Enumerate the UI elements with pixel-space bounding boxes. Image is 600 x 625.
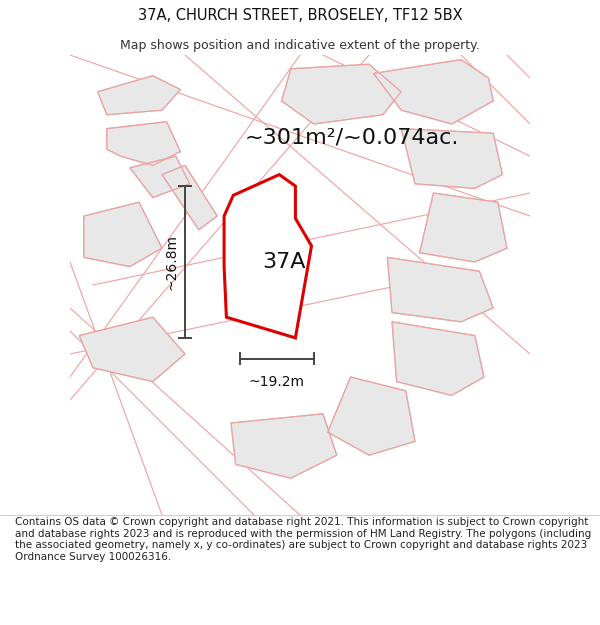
Polygon shape xyxy=(328,377,415,455)
Text: ~26.8m: ~26.8m xyxy=(164,234,178,290)
Polygon shape xyxy=(281,64,401,124)
Text: 37A, CHURCH STREET, BROSELEY, TF12 5BX: 37A, CHURCH STREET, BROSELEY, TF12 5BX xyxy=(137,8,463,23)
Text: Contains OS data © Crown copyright and database right 2021. This information is : Contains OS data © Crown copyright and d… xyxy=(15,518,591,562)
Polygon shape xyxy=(98,76,181,115)
Polygon shape xyxy=(231,414,337,478)
Polygon shape xyxy=(162,166,217,230)
Polygon shape xyxy=(245,179,291,258)
Text: Map shows position and indicative extent of the property.: Map shows position and indicative extent… xyxy=(120,39,480,52)
Polygon shape xyxy=(401,129,502,188)
Text: ~19.2m: ~19.2m xyxy=(249,375,305,389)
Polygon shape xyxy=(130,156,190,198)
Text: ~301m²/~0.074ac.: ~301m²/~0.074ac. xyxy=(245,127,459,148)
Polygon shape xyxy=(388,258,493,322)
Polygon shape xyxy=(374,59,493,124)
Polygon shape xyxy=(84,202,162,267)
Polygon shape xyxy=(79,318,185,382)
Polygon shape xyxy=(224,174,311,338)
Polygon shape xyxy=(419,193,507,262)
Polygon shape xyxy=(107,122,181,166)
Polygon shape xyxy=(392,322,484,396)
Text: 37A: 37A xyxy=(262,252,305,272)
